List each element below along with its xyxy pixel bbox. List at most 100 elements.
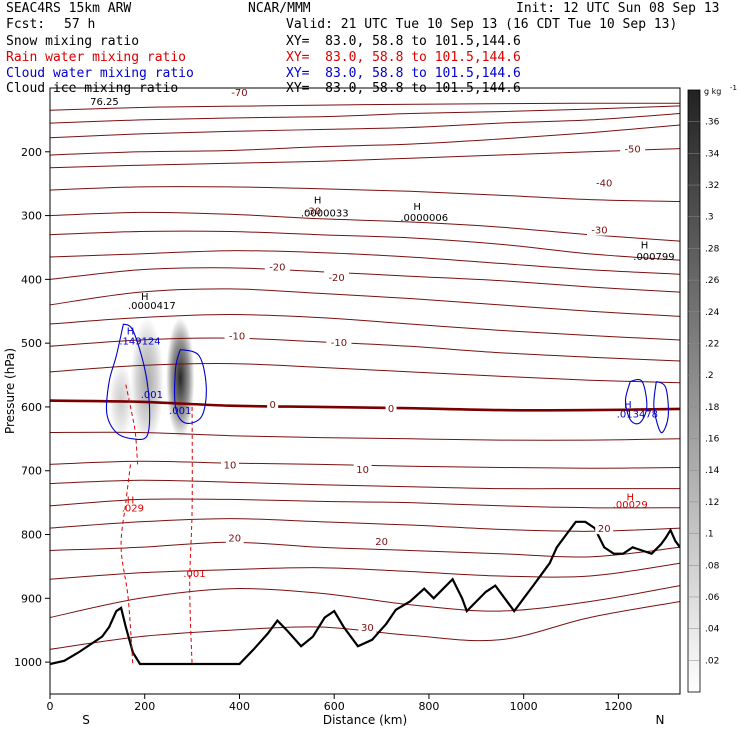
colorbar-tick-label-0: .02: [705, 656, 719, 666]
rain-label-4: .00029: [613, 500, 648, 511]
temperature-contour-1: [50, 105, 680, 124]
cloud-ice-label-0: 76.25: [90, 97, 119, 108]
temperature-label-bg-12: [353, 462, 372, 475]
temperature-contour-9: [50, 267, 680, 293]
colorbar-unit-exp: -1: [730, 84, 737, 92]
model-title: SEAC4RS 15km ARW: [6, 1, 132, 16]
colorbar-tick-label-1: .04: [705, 625, 720, 635]
cloud-ice-label-7: H: [641, 240, 649, 251]
temperature-label-11: 10: [224, 460, 237, 471]
temperature-label-0: -70: [231, 88, 247, 99]
temperature-label-bg-2: [591, 176, 617, 189]
temperature-label-10: 0: [388, 404, 394, 415]
cloud-water-label-2: .001: [141, 390, 163, 401]
cloud-ice-label-5: H: [413, 202, 421, 213]
legend-cloudwater-name: Cloud water mixing ratio: [6, 66, 194, 81]
temperature-label-bg-11: [221, 458, 239, 471]
temperature-label-bg-1: [620, 142, 646, 155]
x-tick-label-1: 200: [134, 700, 155, 713]
x-tick-label-6: 1200: [604, 700, 632, 713]
temperature-label-5: -20: [269, 263, 285, 274]
temperature-contour-19: [50, 518, 680, 532]
temperature-label-bg-9: [267, 397, 279, 410]
forecast-label: Fcst:: [6, 17, 46, 32]
cloud-ice-label-1: H: [141, 292, 149, 303]
cloud-ice-label-3: H: [314, 196, 322, 207]
temperature-label-8: -10: [331, 338, 347, 349]
temperature-contour-21: [50, 562, 680, 580]
colorbar-tick-label-14: .3: [705, 213, 714, 223]
temperature-contour-20: [50, 541, 680, 558]
temperature-label-bg-16: [358, 621, 377, 634]
rain-label-0: H: [127, 495, 135, 506]
snow-shading-0: [166, 317, 195, 439]
temperature-contour-10: [50, 288, 680, 317]
plot-frame: [49, 87, 681, 695]
temperature-contour-4: [50, 148, 680, 169]
temperature-contour-2: [50, 113, 680, 139]
rain-contour-1: [189, 406, 193, 666]
colorbar-tick-label-9: .2: [705, 371, 714, 381]
temperature-label-1: -50: [624, 145, 640, 156]
temperature-contour-18: [50, 498, 680, 509]
colorbar-tick-label-3: .08: [705, 561, 720, 571]
temperature-label-2: -40: [596, 178, 612, 189]
x-tick-label-5: 1000: [510, 700, 538, 713]
cloud-ice-label-8: .000799: [633, 252, 674, 263]
colorbar-tick-label-15: .32: [705, 181, 719, 191]
y-tick-label-3: 500: [21, 337, 42, 350]
temperature-label-bg-5: [264, 260, 290, 273]
colorbar-tick-label-7: .16: [705, 435, 720, 445]
temperature-label-bg-8: [326, 335, 352, 348]
temperature-label-bg-13: [225, 531, 244, 544]
temperature-contour-11: [50, 313, 680, 341]
forecast-hours: 57 h: [64, 17, 96, 32]
colorbar-tick-label-6: .14: [705, 466, 720, 476]
temperature-label-15: 20: [598, 524, 611, 535]
valid-time: Valid: 21 UTC Tue 10 Sep 13 (16 CDT Tue …: [286, 17, 678, 32]
x-axis-label: Distance (km): [323, 713, 407, 727]
y-tick-label-8: 1000: [14, 656, 42, 669]
legend-cloudwater-xy: XY= 83.0, 58.8 to 101.5,144.6: [286, 66, 521, 81]
x-tick-label-4: 800: [418, 700, 439, 713]
temperature-label-9: 0: [269, 400, 275, 411]
cloud-water-label-0: H: [127, 326, 135, 337]
y-tick-label-2: 400: [21, 273, 42, 286]
rain-label-2: .001: [183, 569, 205, 580]
y-axis-label: Pressure (hPa): [3, 348, 17, 434]
temperature-label-4: -30: [305, 206, 321, 217]
rain-label-1: .029: [122, 504, 144, 515]
cloud-water-contour-1: [174, 348, 207, 424]
colorbar-tick-label-16: .34: [705, 149, 720, 159]
temperature-contour-12: [50, 337, 680, 362]
cloud-water-contour-2: [624, 379, 648, 425]
temperature-contour-7: [50, 230, 680, 261]
temperature-label-bg-14: [372, 534, 391, 547]
colorbar-tick-label-4: .1: [705, 530, 714, 540]
temperature-contour-3: [50, 124, 680, 156]
cloud-ice-label-4: .0000033: [301, 208, 349, 219]
init-time: Init: 12 UTC Sun 08 Sep 13: [516, 1, 720, 16]
temperature-label-bg-3: [586, 223, 612, 236]
temperature-contour-6: [50, 211, 680, 242]
temperature-label-7: -10: [229, 332, 245, 343]
x-tick-label-2: 400: [229, 700, 250, 713]
temperature-label-3: -30: [591, 226, 607, 237]
y-tick-label-6: 800: [21, 529, 42, 542]
cloud-water-label-5: .013478: [617, 409, 658, 420]
cloud-water-label-4: H: [624, 400, 632, 411]
colorbar-tick-label-11: .24: [705, 308, 720, 318]
temperature-label-bg-4: [300, 204, 326, 217]
legend-rain-name: Rain water mixing ratio: [6, 50, 187, 65]
cloud-water-contour-0: [105, 323, 151, 441]
temperature-contour-8: [50, 250, 680, 275]
y-tick-label-5: 700: [21, 465, 42, 478]
temperature-label-12: 10: [356, 465, 369, 476]
rain-contour-2: [125, 384, 139, 465]
temperature-label-bg-10: [385, 402, 397, 415]
temperature-label-6: -20: [328, 273, 344, 284]
temperature-contour-0: [50, 102, 680, 111]
temperature-contour-17: [50, 479, 680, 490]
x-tick-label-0: 0: [47, 700, 54, 713]
temperature-label-bg-15: [595, 522, 614, 535]
